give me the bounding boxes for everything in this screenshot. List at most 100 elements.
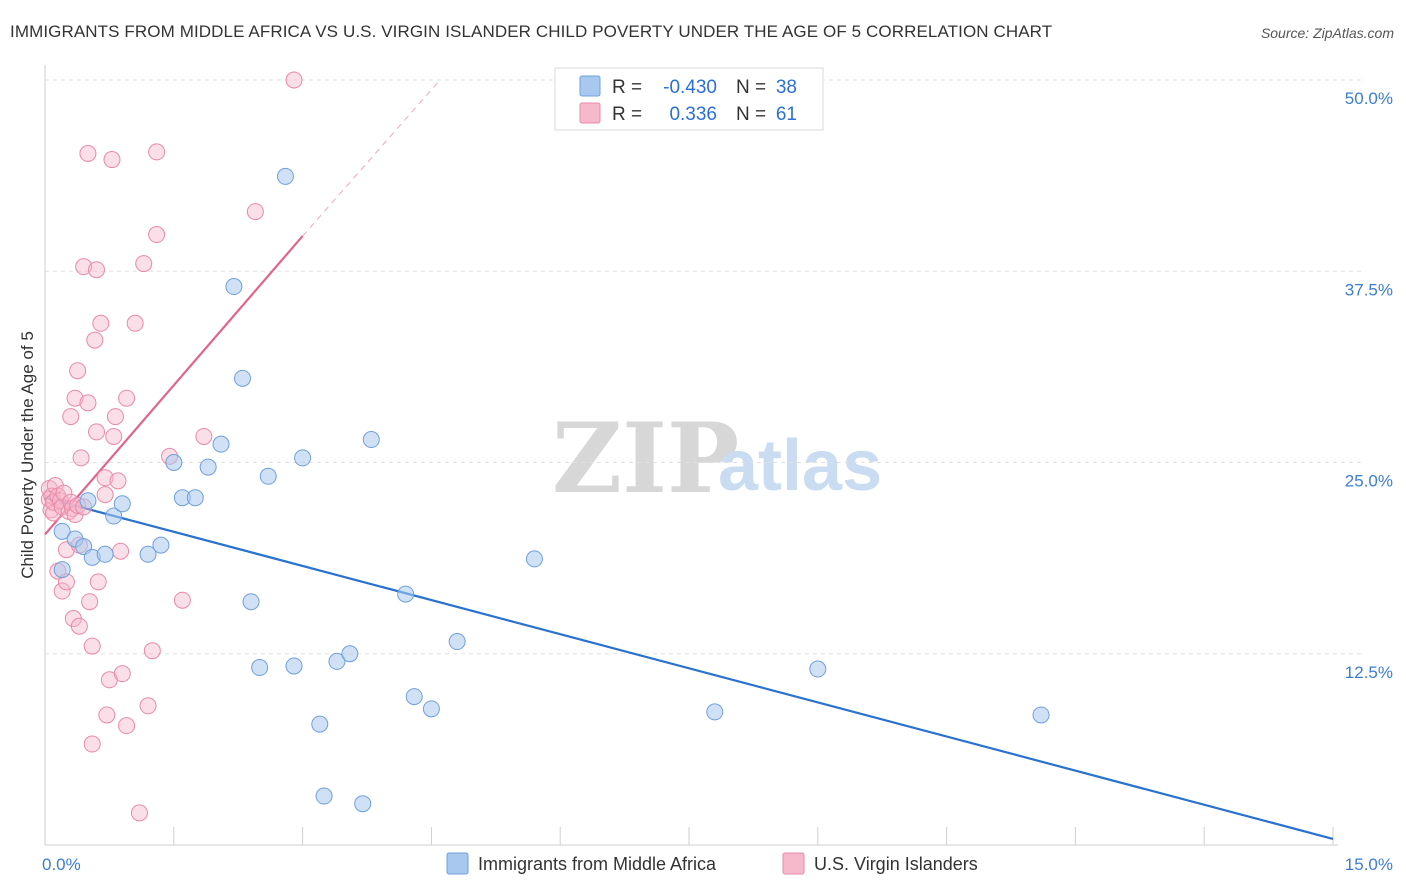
point-blue-29 bbox=[362, 431, 380, 449]
trendline-2 bbox=[302, 79, 441, 237]
point-pink-24 bbox=[70, 617, 88, 635]
gridlines bbox=[45, 79, 1363, 655]
point-pink-31 bbox=[81, 593, 99, 611]
point-pink-28 bbox=[75, 258, 93, 276]
point-pink-30 bbox=[79, 144, 97, 162]
point-pink-45 bbox=[106, 408, 124, 426]
point-pink-60 bbox=[195, 427, 213, 445]
chart-source: Source: ZipAtlas.com bbox=[1260, 25, 1394, 41]
legend-n-label-1: N = bbox=[736, 104, 766, 125]
legend-r-value-0: -0.430 bbox=[663, 77, 717, 98]
point-pink-62 bbox=[285, 71, 303, 89]
point-pink-34 bbox=[86, 331, 104, 349]
legend-r-label-0: R = bbox=[612, 77, 642, 98]
point-pink-38 bbox=[92, 314, 110, 332]
point-blue-37 bbox=[1032, 706, 1050, 724]
point-pink-17 bbox=[62, 408, 80, 426]
chart-title: IMMIGRANTS FROM MIDDLE AFRICA VS U.S. VI… bbox=[10, 22, 1053, 41]
axes bbox=[44, 65, 1338, 846]
bottom-legend-swatch-pink bbox=[782, 852, 805, 875]
point-pink-46 bbox=[109, 472, 127, 490]
correlation-legend: R = -0.430 N = 38 R = 0.336 N = 61 bbox=[554, 67, 824, 131]
point-blue-15 bbox=[212, 435, 230, 453]
point-blue-30 bbox=[397, 585, 415, 603]
legend-n-value-0: 38 bbox=[776, 77, 797, 98]
point-blue-19 bbox=[251, 659, 269, 677]
point-pink-12 bbox=[55, 484, 73, 502]
point-blue-16 bbox=[225, 278, 243, 296]
point-blue-33 bbox=[448, 633, 466, 651]
point-pink-43 bbox=[103, 151, 121, 169]
point-pink-47 bbox=[112, 542, 130, 560]
point-pink-10 bbox=[53, 582, 71, 600]
point-pink-41 bbox=[98, 706, 116, 724]
trendlines bbox=[44, 79, 1334, 840]
point-pink-20 bbox=[66, 389, 84, 407]
trendline-1 bbox=[44, 235, 304, 536]
point-blue-20 bbox=[259, 467, 277, 485]
point-blue-21 bbox=[276, 167, 294, 185]
point-pink-35 bbox=[88, 423, 106, 441]
point-blue-17 bbox=[233, 369, 251, 387]
point-pink-54 bbox=[139, 697, 157, 715]
point-blue-27 bbox=[341, 645, 359, 663]
point-pink-26 bbox=[72, 449, 90, 467]
y-tick-label-3: 50.0% bbox=[1345, 89, 1393, 108]
bottom-legend-label-pink: U.S. Virgin Islanders bbox=[814, 854, 978, 874]
y-tick-labels: 12.5% 25.0% 37.5% 50.0% bbox=[1345, 89, 1393, 682]
point-blue-18 bbox=[242, 593, 260, 611]
point-blue-7 bbox=[105, 507, 123, 525]
point-pink-37 bbox=[89, 573, 107, 591]
point-pink-44 bbox=[105, 427, 123, 445]
point-blue-0 bbox=[53, 561, 71, 579]
x-tick-labels: 0.0% 15.0% bbox=[42, 855, 1393, 874]
point-pink-36 bbox=[88, 261, 106, 279]
point-blue-1 bbox=[53, 522, 71, 540]
bottom-legend-swatch-blue bbox=[446, 852, 469, 875]
point-pink-29 bbox=[79, 394, 97, 412]
point-blue-6 bbox=[96, 545, 114, 563]
point-pink-32 bbox=[83, 637, 101, 655]
point-blue-36 bbox=[809, 660, 827, 678]
series-us-virgin-islanders bbox=[40, 71, 303, 822]
point-blue-31 bbox=[405, 688, 423, 706]
point-blue-28 bbox=[354, 795, 372, 813]
legend-n-value-1: 61 bbox=[776, 104, 797, 125]
point-blue-11 bbox=[165, 454, 183, 471]
x-tick-label-1: 15.0% bbox=[1345, 855, 1393, 874]
point-pink-53 bbox=[135, 255, 153, 273]
point-blue-10 bbox=[152, 536, 170, 554]
series-immigrants-middle-africa bbox=[53, 167, 1050, 813]
point-pink-50 bbox=[118, 389, 136, 407]
point-blue-22 bbox=[285, 657, 303, 675]
legend-r-label-1: R = bbox=[612, 104, 642, 125]
point-blue-26 bbox=[328, 652, 346, 670]
x-tick-label-0: 0.0% bbox=[42, 855, 81, 874]
point-pink-57 bbox=[148, 143, 166, 161]
point-blue-23 bbox=[294, 449, 312, 467]
point-pink-49 bbox=[118, 717, 136, 735]
point-pink-55 bbox=[143, 642, 161, 660]
watermark-zip: ZIP bbox=[552, 402, 739, 515]
y-tick-label-1: 25.0% bbox=[1345, 472, 1393, 491]
point-blue-34 bbox=[525, 550, 543, 568]
point-pink-61 bbox=[246, 203, 264, 221]
point-blue-4 bbox=[79, 492, 97, 510]
series-legend: Immigrants from Middle Africa U.S. Virgi… bbox=[446, 852, 978, 875]
legend-n-label-0: N = bbox=[736, 77, 766, 98]
point-blue-35 bbox=[706, 703, 724, 721]
point-blue-13 bbox=[186, 489, 204, 507]
legend-swatch-blue bbox=[579, 75, 601, 97]
point-pink-52 bbox=[130, 804, 148, 822]
point-blue-9 bbox=[139, 545, 157, 563]
point-blue-8 bbox=[113, 495, 131, 513]
y-tick-label-2: 37.5% bbox=[1345, 280, 1393, 299]
point-blue-25 bbox=[315, 787, 333, 805]
point-pink-48 bbox=[113, 665, 131, 683]
legend-swatch-pink bbox=[579, 102, 601, 124]
point-pink-23 bbox=[69, 362, 87, 380]
point-pink-51 bbox=[126, 314, 144, 332]
watermark-atlas: atlas bbox=[718, 426, 882, 506]
point-pink-59 bbox=[173, 591, 191, 609]
